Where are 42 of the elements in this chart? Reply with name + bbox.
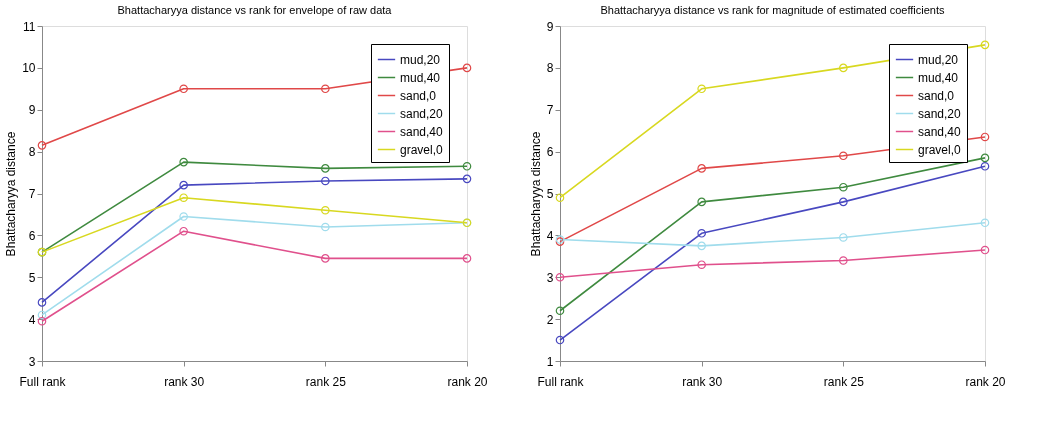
- chart-title: Bhattacharyya distance vs rank for magnitude of estimated coefficients: [600, 4, 946, 16]
- y-tick-label: 6: [28, 228, 36, 243]
- y-tick-label: 3: [28, 354, 36, 369]
- y-tick-label: 4: [546, 228, 554, 243]
- y-tick-label: 9: [546, 19, 554, 34]
- legend-label: sand,20: [918, 106, 962, 121]
- y-tick-label: 1: [546, 354, 554, 369]
- legend-label: sand,0: [918, 88, 955, 103]
- x-tick-label: rank 30: [682, 374, 723, 389]
- y-tick-label: 4: [28, 312, 36, 327]
- legend-label: sand,0: [400, 88, 437, 103]
- legend-label: gravel,0: [400, 142, 444, 157]
- x-tick-label: rank 25: [823, 374, 865, 389]
- x-tick-label: rank 20: [447, 374, 488, 389]
- y-tick-label: 7: [546, 103, 554, 118]
- legend-label: mud,20: [918, 52, 959, 67]
- legend-label: mud,40: [918, 70, 959, 85]
- legend-label: mud,40: [400, 70, 441, 85]
- x-tick-label: rank 20: [965, 374, 1006, 389]
- y-tick-label: 8: [546, 61, 554, 76]
- legend-label: sand,40: [400, 124, 444, 139]
- y-tick-label: 3: [546, 270, 554, 285]
- legend-label: gravel,0: [918, 142, 962, 157]
- x-tick-label: rank 25: [305, 374, 347, 389]
- y-tick-label: 9: [28, 103, 36, 118]
- legend-label: mud,20: [400, 52, 441, 67]
- x-tick-label: rank 30: [164, 374, 205, 389]
- y-tick-label: 10: [22, 61, 36, 76]
- y-tick-label: 5: [28, 270, 36, 285]
- chart-title: Bhattacharyya distance vs rank for envelope of raw data: [117, 4, 393, 16]
- y-tick-label: 5: [546, 187, 554, 201]
- y-tick-label: 7: [28, 187, 36, 201]
- x-tick-label: Full rank: [537, 374, 585, 389]
- y-axis-title: Bhattacharyya distance: [4, 131, 19, 257]
- y-tick-label: 8: [28, 145, 36, 160]
- y-tick-label: 2: [546, 312, 554, 327]
- y-axis-title: Bhattacharyya distance: [528, 131, 543, 257]
- y-tick-label: 11: [23, 19, 36, 34]
- x-tick-label: Full rank: [19, 374, 67, 389]
- legend-label: sand,40: [918, 124, 962, 139]
- legend-label: sand,20: [400, 106, 444, 121]
- y-tick-label: 6: [546, 145, 554, 160]
